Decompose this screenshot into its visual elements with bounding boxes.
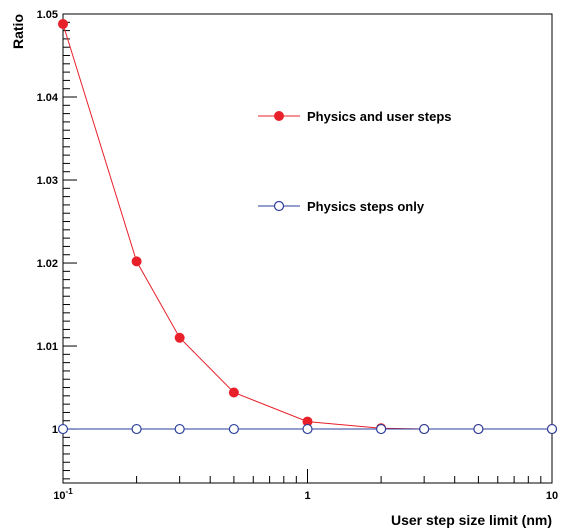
- legend-swatch-marker: [274, 111, 284, 121]
- y-tick-label: 1.05: [37, 9, 58, 21]
- x-tick-label: 10: [546, 490, 558, 502]
- data-point: [58, 18, 68, 29]
- series-layer: [57, 18, 558, 435]
- tick-labels: 1 1.01 1.02 1.03 1.04 1.05 10-1 1 10: [37, 9, 559, 502]
- data-point: [228, 423, 239, 435]
- data-point: [419, 423, 430, 435]
- y-tick-label: 1: [52, 424, 58, 436]
- data-point: [131, 423, 142, 435]
- y-tick-label: 1.02: [37, 258, 58, 270]
- data-point: [473, 423, 484, 435]
- y-tick-label: 1.03: [37, 175, 58, 187]
- y-tick-label: 1.01: [37, 341, 58, 353]
- data-point: [131, 256, 142, 267]
- data-point: [302, 423, 313, 435]
- legend-label: Physics steps only: [307, 199, 425, 214]
- x-tick-label: 1: [304, 490, 310, 502]
- data-point: [174, 423, 185, 435]
- y-tick-label: 1.04: [37, 92, 59, 104]
- x-axis-title: User step size limit (nm): [391, 512, 552, 528]
- data-point: [57, 423, 69, 435]
- legend-entry: Physics and user steps: [258, 109, 452, 124]
- x-tick-label: 10-1: [53, 487, 73, 502]
- data-point: [376, 423, 387, 435]
- legend: Physics and user steps Physics steps only: [258, 109, 452, 214]
- data-point: [546, 423, 558, 435]
- series-2: [57, 423, 558, 435]
- legend-entry: Physics steps only: [258, 199, 425, 214]
- minor-ticks: [63, 21, 542, 483]
- y-axis-title: Ratio: [10, 14, 26, 49]
- plot-frame: [62, 13, 553, 484]
- legend-swatch-marker: [273, 200, 285, 212]
- data-point: [174, 332, 185, 343]
- legend-label: Physics and user steps: [307, 109, 452, 124]
- data-point: [228, 387, 239, 398]
